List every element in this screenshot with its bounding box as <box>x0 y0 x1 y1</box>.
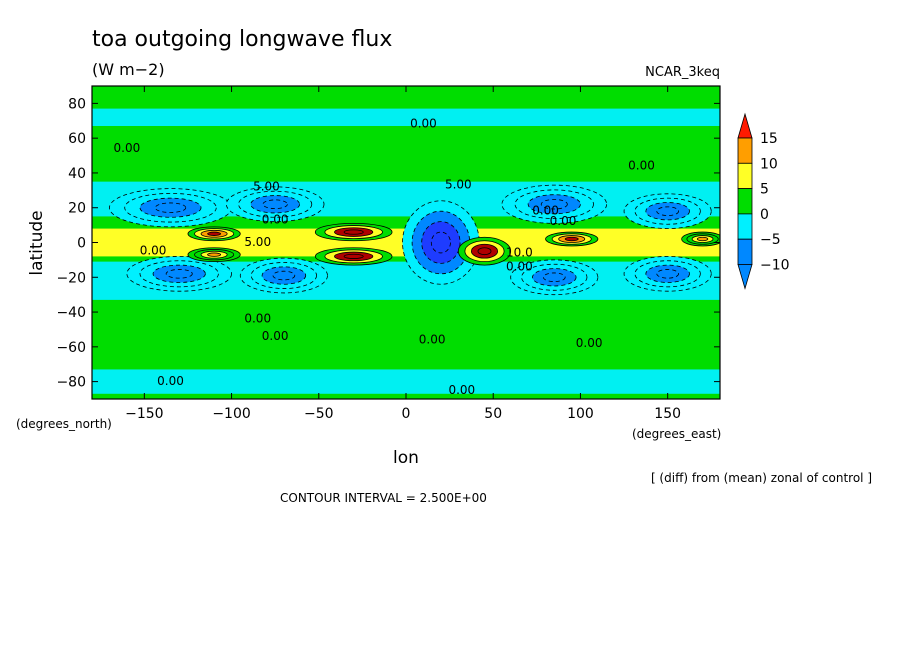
model-label: NCAR_3keq <box>645 65 720 80</box>
anomaly-band <box>92 369 720 394</box>
contour-region <box>564 236 579 242</box>
contour-label: 0.00 <box>114 141 141 155</box>
contour-region <box>477 247 492 256</box>
y-tick-label: 40 <box>68 166 86 182</box>
contour-label: 0.00 <box>262 212 289 226</box>
contour-region <box>165 269 193 279</box>
y-axis: −80 −60 −40 −20 0 20 40 60 80 <box>56 96 720 391</box>
colorbar-label: −10 <box>760 258 790 274</box>
colorbar-segment <box>737 137 753 164</box>
colorbar-segment <box>737 213 753 240</box>
contour-region <box>656 206 679 216</box>
y-tick-label: −40 <box>56 305 86 321</box>
contour-label: 0.00 <box>410 117 437 131</box>
colorbar-label: 5 <box>760 182 769 198</box>
contour-label: 0.00 <box>576 336 603 350</box>
contour-region <box>343 229 364 235</box>
contour-label: 5.00 <box>253 179 280 193</box>
contour-label: 0.00 <box>506 259 533 273</box>
contour-region <box>542 272 566 283</box>
contour-label: 0.00 <box>532 204 559 218</box>
contour-region <box>343 253 364 259</box>
contour-label: 0.00 <box>419 332 446 346</box>
colorbar-max-arrow <box>737 112 753 139</box>
colorbar: 15 10 5 0 −5 −10 <box>737 112 790 290</box>
colorbar-label: −5 <box>760 232 781 248</box>
contour-label: 5.00 <box>445 178 472 192</box>
y-tick-label: 60 <box>68 131 86 147</box>
comparison-note: [ (diff) from (mean) zonal of control ] <box>651 471 872 485</box>
colorbar-segment <box>737 188 753 215</box>
contour-region <box>272 270 296 281</box>
y-tick-label: −60 <box>56 340 86 356</box>
x-tick-label: −100 <box>212 406 250 422</box>
contour-region <box>540 199 568 210</box>
x-tick-label: 100 <box>567 406 594 422</box>
field-layer <box>92 86 720 399</box>
contour-label: 5.00 <box>244 235 271 249</box>
y-tick-label: 80 <box>68 96 86 112</box>
contour-region <box>207 252 222 257</box>
contour-region <box>696 236 709 242</box>
x-axis: −150 −100 −50 0 50 100 150 <box>125 86 681 422</box>
contour-region <box>154 202 187 213</box>
colorbar-segment <box>737 238 753 265</box>
contour-label: 0.00 <box>448 383 475 397</box>
x-axis-label: lon <box>393 448 419 468</box>
anomaly-band <box>92 108 720 126</box>
contour-region <box>656 269 679 279</box>
x-unit-label: (degrees_east) <box>632 427 721 441</box>
colorbar-label: 0 <box>760 207 769 223</box>
colorbar-min-arrow <box>737 264 753 290</box>
colorbar-label: 15 <box>760 131 778 147</box>
contour-label: 0.00 <box>140 244 167 258</box>
contour-label: 0.00 <box>628 158 655 172</box>
contour-region <box>262 199 288 209</box>
x-tick-label: −150 <box>125 406 163 422</box>
colorbar-label: 10 <box>760 156 778 172</box>
contour-label: 0.00 <box>244 311 271 325</box>
x-tick-label: 50 <box>484 406 502 422</box>
contour-interval-note: CONTOUR INTERVAL = 2.500E+00 <box>280 491 487 505</box>
contour-region <box>430 231 451 254</box>
contour-label: 0.00 <box>550 214 577 228</box>
contour-label: 0.00 <box>262 329 289 343</box>
contour-label-layer: 0.000.000.005.00 5.000.000.000.005.000.00… <box>114 117 655 397</box>
chart-units: (W m−2) <box>92 60 165 79</box>
x-tick-label: 150 <box>654 406 681 422</box>
y-tick-label: 0 <box>77 236 86 252</box>
contour-label: 10.0 <box>506 245 533 259</box>
colorbar-segment <box>737 162 753 190</box>
y-axis-label: latitude <box>27 210 47 275</box>
y-unit-label: (degrees_north) <box>16 417 112 431</box>
chart-title: toa outgoing longwave flux <box>92 27 392 52</box>
contour-label: 0.00 <box>157 374 184 388</box>
x-tick-label: 0 <box>402 406 411 422</box>
contour-region <box>207 231 222 236</box>
y-tick-label: −80 <box>56 375 86 391</box>
x-tick-label: −50 <box>304 406 334 422</box>
y-tick-label: 20 <box>68 201 86 217</box>
y-tick-label: −20 <box>56 270 86 286</box>
